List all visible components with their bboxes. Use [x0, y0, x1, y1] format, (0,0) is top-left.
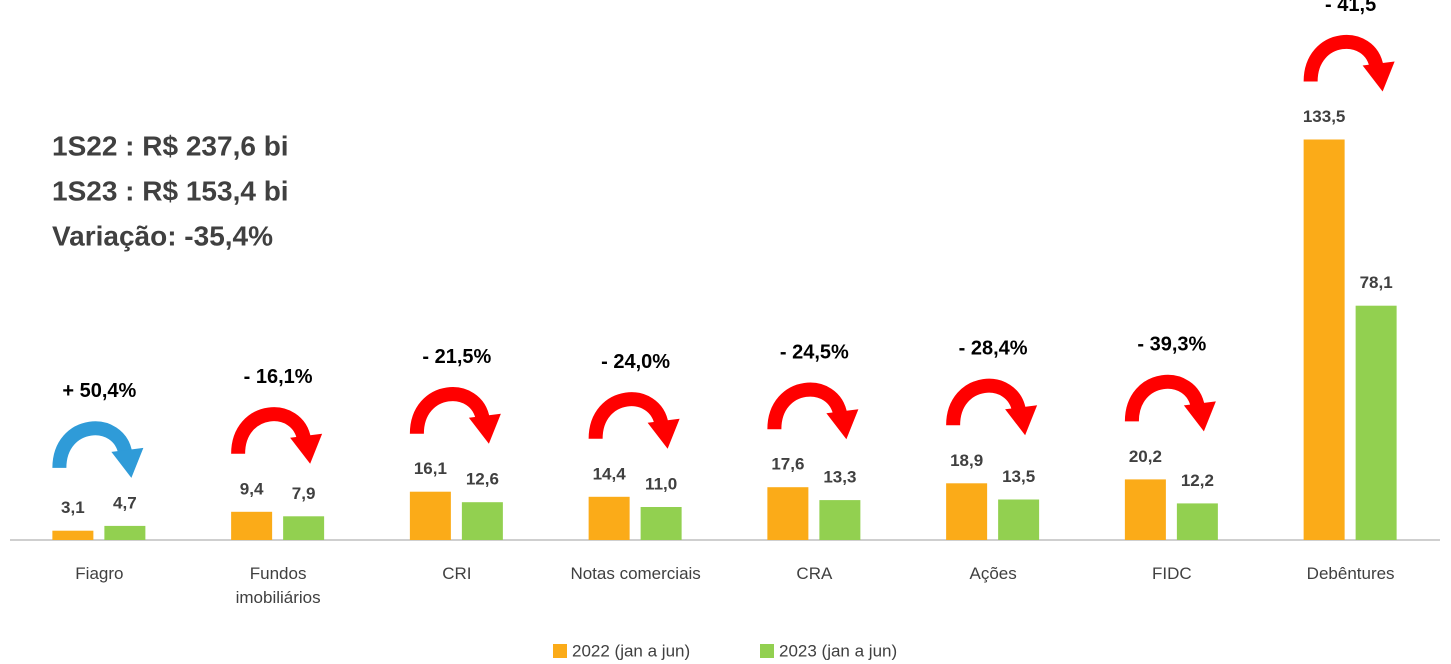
bar [1176, 503, 1218, 540]
change-label: - 24,0% [601, 351, 670, 373]
change-arrowhead [647, 418, 680, 449]
bar [640, 507, 682, 540]
bar [231, 511, 273, 540]
bar [1303, 139, 1345, 540]
bar [104, 525, 146, 540]
change-arrowhead [468, 413, 501, 444]
change-arrow [409, 387, 490, 435]
change-label: - 39,3% [1137, 334, 1206, 356]
bar [819, 500, 861, 540]
change-label: + 50,4% [62, 380, 136, 402]
value-label: 13,3 [823, 468, 856, 487]
change-label: - 16,1% [244, 366, 313, 388]
value-label: 4,7 [113, 493, 137, 512]
x-tick-label: CRA [796, 564, 833, 583]
x-tick-label: Fiagro [75, 564, 124, 583]
bar [588, 496, 630, 540]
value-label: 133,5 [1303, 107, 1346, 126]
change-label: - 21,5% [422, 346, 491, 368]
bar [283, 516, 325, 540]
change-arrow [1124, 374, 1205, 422]
bar [461, 502, 503, 540]
value-label: 14,4 [593, 464, 627, 483]
legend-swatch [553, 644, 567, 658]
value-label: 16,1 [414, 459, 447, 478]
bar [1124, 479, 1166, 540]
value-label: 12,2 [1181, 471, 1214, 490]
value-label: 18,9 [950, 451, 983, 470]
value-label: 3,1 [61, 498, 85, 517]
x-tick-label: Notas comerciais [570, 564, 701, 583]
bar [409, 491, 451, 540]
value-label: 78,1 [1360, 273, 1393, 292]
change-label: - 41,5 [1325, 0, 1376, 16]
value-label: 20,2 [1129, 447, 1162, 466]
bar [1355, 305, 1397, 540]
legend-swatch [760, 644, 774, 658]
change-label: - 28,4% [959, 338, 1028, 360]
change-arrowhead [111, 447, 144, 478]
change-arrow [946, 378, 1027, 426]
bar [52, 530, 94, 540]
change-arrowhead [1005, 405, 1038, 436]
change-arrow [231, 407, 312, 455]
change-arrow [767, 382, 848, 430]
legend-label: 2023 (jan a jun) [779, 641, 897, 660]
x-tick-label: CRI [442, 564, 472, 583]
bar [767, 487, 809, 540]
value-label: 9,4 [240, 479, 264, 498]
x-tick-label: Ações [969, 564, 1017, 583]
change-arrow [1303, 34, 1384, 83]
change-arrow [588, 392, 669, 440]
change-label: - 24,5% [780, 341, 849, 363]
value-label: 11,0 [645, 474, 677, 493]
value-label: 17,6 [771, 455, 804, 474]
change-arrowhead [826, 409, 859, 440]
value-label: 7,9 [292, 484, 316, 503]
value-label: 13,5 [1002, 467, 1035, 486]
change-arrow [52, 421, 133, 469]
bar [998, 499, 1040, 540]
x-tick-label: FIDC [1152, 564, 1192, 583]
value-label: 12,6 [466, 470, 499, 489]
summary-line: 1S23 : R$ 153,4 bi [52, 175, 289, 206]
bar [946, 483, 988, 540]
legend-label: 2022 (jan a jun) [572, 641, 690, 660]
summary-line: 1S22 : R$ 237,6 bi [52, 130, 289, 161]
change-arrowhead [1183, 401, 1216, 432]
summary-line: Variação: -35,4% [52, 220, 273, 251]
x-tick-label: Fundos imobiliários [235, 564, 321, 607]
change-arrowhead [1362, 61, 1395, 92]
change-arrowhead [290, 433, 323, 464]
x-tick-label: Debêntures [1306, 564, 1395, 583]
